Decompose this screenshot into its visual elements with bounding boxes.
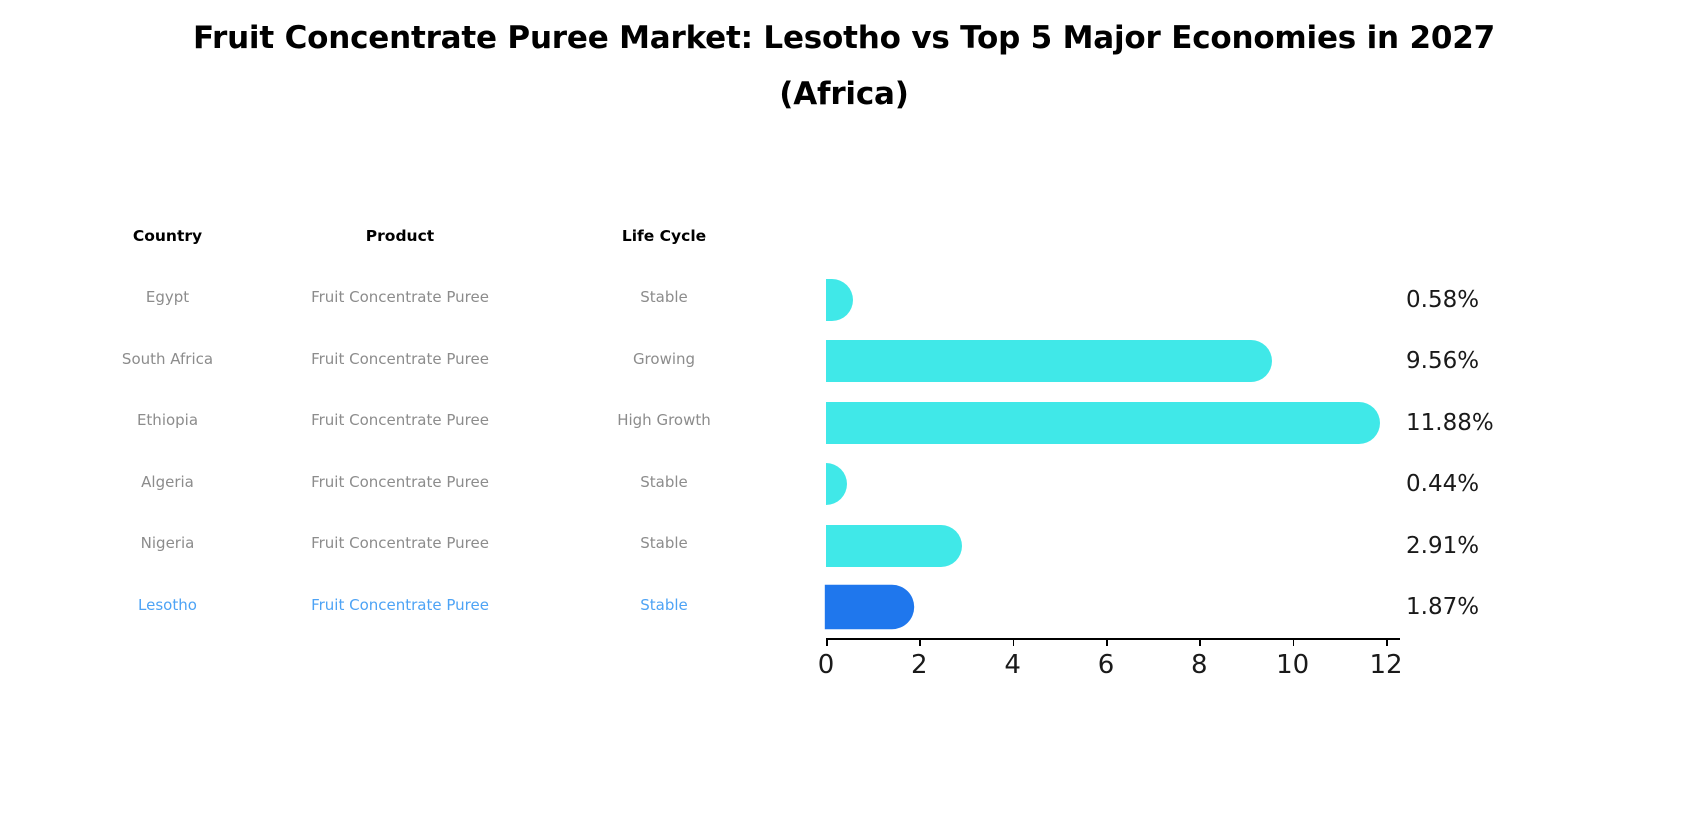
table-header-row: Country Product Life Cycle <box>55 205 808 267</box>
table-row: Nigeria Fruit Concentrate Puree Stable <box>55 513 808 575</box>
life-cycle-cell: Stable <box>640 472 688 491</box>
bar-row: 0.58% <box>826 269 1479 331</box>
life-cycle-cell: High Growth <box>617 411 711 430</box>
column-header-country: Country <box>132 226 203 245</box>
country-cell: Algeria <box>141 472 194 491</box>
plot-area: 0.58% 9.56% 11.88% 0.44% 2.91% 1.87% <box>826 269 1494 639</box>
bar-value-label: 0.44% <box>1406 471 1480 498</box>
x-axis-tick <box>826 638 828 646</box>
bar <box>826 401 1381 444</box>
bar-value-label: 1.87% <box>1406 594 1480 621</box>
country-cell: Nigeria <box>140 534 195 553</box>
market-table: Country Product Life Cycle Egypt Fruit Co… <box>55 205 808 636</box>
country-cell: Egypt <box>145 288 190 307</box>
product-cell: Fruit Concentrate Puree <box>311 595 489 614</box>
title-line-secondary: (Africa) <box>779 76 909 112</box>
x-axis: 0 2 4 6 8 10 12 <box>818 638 1403 680</box>
bar <box>826 278 854 321</box>
x-axis-tick <box>1012 638 1015 646</box>
bar-chart-panel: 0.58% 9.56% 11.88% 0.44% 2.91% 1.87% 0 2 4 6 8 10 1… <box>818 205 1494 691</box>
bar-highlighted <box>826 586 914 629</box>
bar <box>826 463 847 506</box>
x-axis-tick-label: 2 <box>911 650 928 680</box>
title-line-primary: Fruit Concentrate Puree Market: Lesotho … <box>192 20 1495 56</box>
bar-row: 2.91% <box>826 515 1479 577</box>
table-row: Egypt Fruit Concentrate Puree Stable <box>55 267 808 329</box>
market-table-panel: Country Product Life Cycle Egypt Fruit Co… <box>55 205 808 636</box>
life-cycle-cell: Stable <box>640 288 688 307</box>
table-body: Egypt Fruit Concentrate Puree Stable South … <box>55 267 808 636</box>
bar <box>826 340 1273 383</box>
column-header-life-cycle: Life Cycle <box>621 226 707 245</box>
bar-row: 11.88% <box>826 392 1494 454</box>
product-cell: Fruit Concentrate Puree <box>311 411 489 430</box>
bar-row: 1.87% <box>826 577 1479 639</box>
country-cell: Lesotho <box>138 595 197 614</box>
bar-row: 9.56% <box>826 331 1479 393</box>
table-row: Ethiopia Fruit Concentrate Puree High Grow… <box>55 390 808 452</box>
x-axis-tick-label: 10 <box>1276 650 1310 680</box>
bar-value-label: 11.88% <box>1406 409 1494 436</box>
table-row: Lesotho Fruit Concentrate Puree Stable <box>55 574 808 636</box>
x-axis-tick <box>1386 638 1388 646</box>
bar <box>826 524 962 567</box>
table-header: Country Product Life Cycle <box>55 205 808 267</box>
bar-value-label: 0.58% <box>1406 286 1480 313</box>
table-row: Algeria Fruit Concentrate Puree Stable <box>55 451 808 513</box>
product-cell: Fruit Concentrate Puree <box>311 472 489 491</box>
x-axis-tick-label: 8 <box>1191 650 1208 680</box>
life-cycle-cell: Growing <box>632 349 696 368</box>
product-cell: Fruit Concentrate Puree <box>311 534 489 553</box>
x-axis-tick-label: 6 <box>1097 650 1115 680</box>
bar-value-label: 9.56% <box>1406 348 1480 375</box>
life-cycle-cell: Stable <box>640 595 688 614</box>
x-axis-tick-label: 4 <box>1004 650 1021 680</box>
country-cell: South Africa <box>121 349 214 368</box>
table-row: South Africa Fruit Concentrate Puree Growi… <box>55 328 808 390</box>
x-axis-tick-label: 0 <box>817 650 835 680</box>
country-cell: Ethiopia <box>136 411 199 430</box>
product-cell: Fruit Concentrate Puree <box>311 349 489 368</box>
page-title: Fruit Concentrate Puree Market: Lesotho … <box>0 10 1688 122</box>
column-header-product: Product <box>365 226 435 245</box>
life-cycle-cell: Stable <box>640 534 688 553</box>
x-axis-tick <box>1106 638 1108 646</box>
x-axis-tick-label: 12 <box>1369 650 1403 680</box>
x-axis-tick <box>1199 638 1201 646</box>
x-axis-tick <box>1292 638 1295 646</box>
bar-row: 0.44% <box>826 454 1479 516</box>
x-axis-tick <box>919 638 921 646</box>
bar-value-label: 2.91% <box>1406 532 1480 559</box>
product-cell: Fruit Concentrate Puree <box>311 288 489 307</box>
